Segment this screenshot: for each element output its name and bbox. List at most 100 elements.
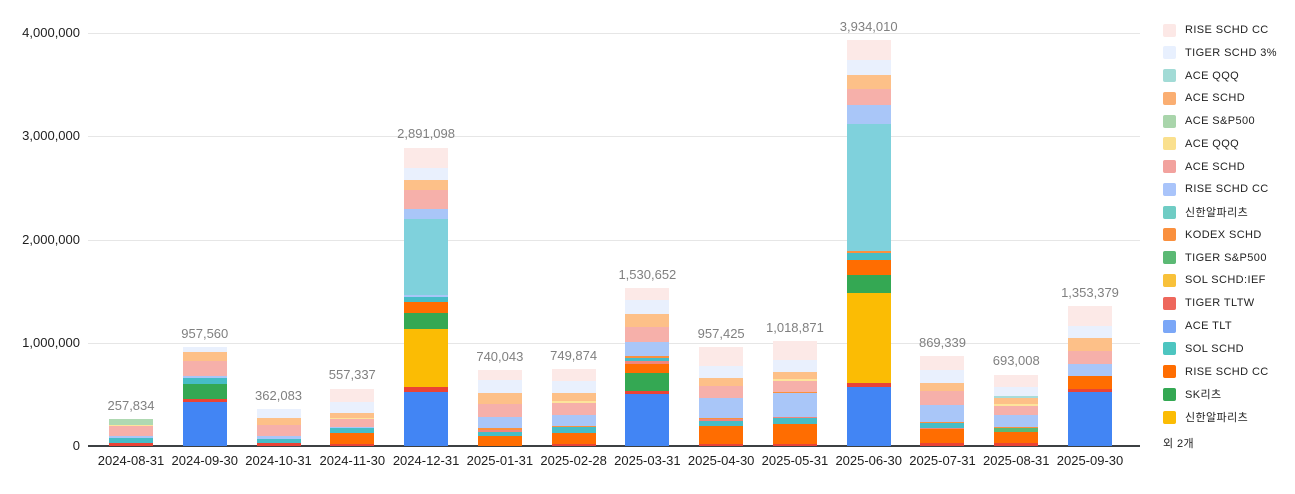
- bar-segment-pink_pale[interactable]: [920, 356, 965, 371]
- bar-segment-periwinkle[interactable]: [846, 104, 891, 124]
- bar-segment-salmon[interactable]: [846, 88, 891, 105]
- bar-segment-periwinkle[interactable]: [699, 397, 744, 419]
- bar-segment-salmon[interactable]: [772, 380, 817, 392]
- bar-segment-salmon[interactable]: [330, 419, 375, 427]
- bar-segment-pink_pale[interactable]: [846, 39, 891, 61]
- bar-segment-salmon_med[interactable]: [920, 427, 965, 430]
- bar-segment-red[interactable]: [772, 444, 817, 446]
- bar-segment-salmon[interactable]: [182, 360, 227, 377]
- bar-segment-gold[interactable]: [404, 328, 449, 387]
- bar-segment-orange_light[interactable]: [404, 180, 449, 191]
- bar-segment-red[interactable]: [404, 386, 449, 393]
- bar-segment-lavender[interactable]: [846, 60, 891, 75]
- bar-segment-yellow_pale[interactable]: [994, 404, 1039, 406]
- bar-segment-orange_med[interactable]: [699, 418, 744, 420]
- bar-segment-orange_light[interactable]: [1068, 337, 1112, 351]
- bar-segment-green_med[interactable]: [994, 428, 1039, 433]
- bar-segment-salmon_med[interactable]: [477, 430, 522, 433]
- bar-segment-red[interactable]: [846, 382, 891, 388]
- bar-segment-orange_light[interactable]: [920, 383, 965, 391]
- bar-segment-red[interactable]: [699, 443, 744, 446]
- bar-segment-pink_pale[interactable]: [404, 147, 449, 168]
- bar-segment-blue[interactable]: [846, 387, 891, 446]
- bar-2025-09-30[interactable]: [1068, 306, 1112, 446]
- bar-segment-green_dark[interactable]: [182, 383, 227, 400]
- bar-segment-salmon_med[interactable]: [772, 416, 817, 419]
- bar-segment-periwinkle[interactable]: [182, 376, 227, 378]
- bar-2025-01-31[interactable]: [477, 369, 522, 446]
- bar-segment-periwinkle[interactable]: [256, 436, 301, 439]
- bar-segment-lavender[interactable]: [772, 359, 817, 373]
- bar-segment-lavender[interactable]: [551, 381, 596, 394]
- bar-segment-orange_light[interactable]: [477, 392, 522, 404]
- bar-2025-08-31[interactable]: [994, 374, 1039, 446]
- bar-segment-orange_light[interactable]: [256, 418, 301, 426]
- bar-segment-lavender[interactable]: [404, 167, 449, 181]
- bar-segment-orange_vivid[interactable]: [404, 302, 449, 314]
- bar-segment-orange_vivid[interactable]: [330, 432, 375, 444]
- bar-segment-orange_med[interactable]: [994, 426, 1039, 429]
- bar-segment-teal_big[interactable]: [846, 123, 891, 251]
- bar-segment-cyan[interactable]: [256, 439, 301, 444]
- bar-segment-red[interactable]: [625, 391, 670, 395]
- bar-segment-orange_light[interactable]: [625, 314, 670, 328]
- bar-2025-07-31[interactable]: [920, 356, 965, 446]
- bar-segment-salmon_med[interactable]: [625, 360, 670, 364]
- bar-segment-pink_pale[interactable]: [1068, 306, 1112, 326]
- bar-segment-periwinkle[interactable]: [920, 404, 965, 422]
- bar-segment-gold[interactable]: [846, 293, 891, 383]
- bar-segment-orange_light[interactable]: [772, 372, 817, 379]
- bar-segment-yellow_pale[interactable]: [551, 401, 596, 403]
- bar-segment-blue[interactable]: [625, 394, 670, 446]
- bar-segment-cyan[interactable]: [477, 432, 522, 437]
- bar-segment-red[interactable]: [182, 399, 227, 402]
- bar-segment-salmon[interactable]: [994, 405, 1039, 415]
- bar-segment-orange_light[interactable]: [182, 351, 227, 361]
- bar-segment-teal_pale[interactable]: [994, 396, 1039, 399]
- bar-segment-pink_pale[interactable]: [330, 388, 375, 402]
- bar-segment-orange_vivid[interactable]: [699, 425, 744, 444]
- bar-segment-cyan[interactable]: [551, 427, 596, 433]
- bar-segment-cyan[interactable]: [404, 297, 449, 302]
- bar-2024-10-31[interactable]: [256, 408, 301, 446]
- bar-segment-orange_vivid[interactable]: [1068, 376, 1112, 390]
- bar-segment-lavender[interactable]: [699, 365, 744, 379]
- bar-segment-cyan[interactable]: [109, 438, 153, 444]
- bar-segment-lavender[interactable]: [256, 408, 301, 419]
- bar-segment-pink_pale[interactable]: [625, 288, 670, 301]
- bar-segment-orange_med[interactable]: [625, 356, 670, 359]
- bar-segment-orange_med[interactable]: [920, 421, 965, 423]
- bar-2024-09-30[interactable]: [182, 347, 227, 446]
- bar-segment-orange_light[interactable]: [846, 74, 891, 89]
- bar-segment-salmon[interactable]: [625, 327, 670, 343]
- bar-segment-blue[interactable]: [404, 392, 449, 446]
- bar-segment-salmon[interactable]: [256, 425, 301, 437]
- bar-segment-orange_med[interactable]: [846, 250, 891, 254]
- bar-segment-red[interactable]: [994, 443, 1039, 446]
- bar-segment-red[interactable]: [551, 444, 596, 446]
- bar-segment-lavender[interactable]: [182, 347, 227, 352]
- bar-segment-red[interactable]: [920, 443, 965, 446]
- bar-segment-periwinkle[interactable]: [1068, 364, 1112, 377]
- bar-segment-green_dark[interactable]: [846, 274, 891, 294]
- bar-segment-lavender[interactable]: [330, 401, 375, 413]
- bar-segment-pink_pale[interactable]: [699, 347, 744, 366]
- bar-segment-lavender[interactable]: [994, 386, 1039, 397]
- bar-segment-periwinkle[interactable]: [772, 392, 817, 417]
- bar-segment-red[interactable]: [109, 443, 153, 446]
- bar-segment-yellow_pale[interactable]: [109, 424, 153, 427]
- bar-segment-pink_pale[interactable]: [994, 374, 1039, 387]
- bar-segment-orange_vivid[interactable]: [477, 436, 522, 446]
- bar-segment-orange_vivid[interactable]: [551, 432, 596, 445]
- bar-segment-orange_med[interactable]: [551, 425, 596, 428]
- bar-segment-periwinkle[interactable]: [625, 342, 670, 356]
- bar-segment-orange_vivid[interactable]: [994, 432, 1039, 444]
- bar-segment-orange_med[interactable]: [772, 391, 817, 393]
- bar-2025-04-30[interactable]: [699, 347, 744, 446]
- bar-segment-pink_pale[interactable]: [551, 368, 596, 382]
- bar-segment-salmon[interactable]: [699, 386, 744, 398]
- bar-segment-salmon[interactable]: [404, 190, 449, 209]
- bar-segment-red[interactable]: [1068, 389, 1112, 393]
- bar-segment-cyan[interactable]: [920, 422, 965, 428]
- bar-segment-green_dark[interactable]: [404, 313, 449, 329]
